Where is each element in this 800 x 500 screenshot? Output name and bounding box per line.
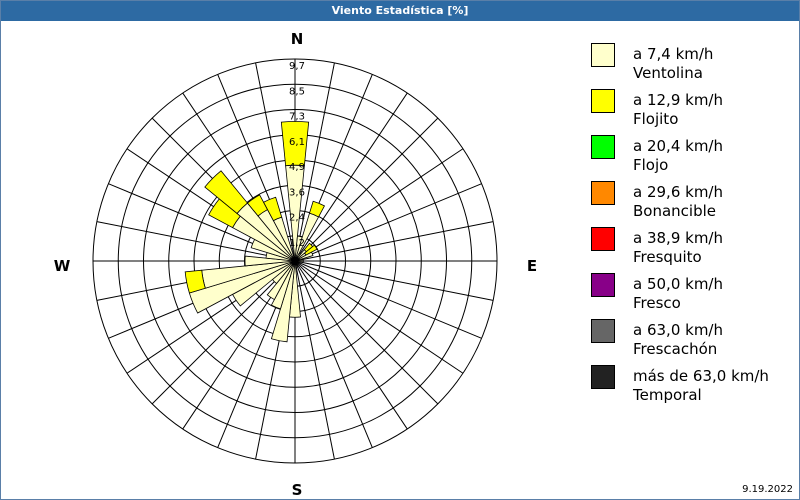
grid-spoke (294, 260, 439, 405)
legend-speed: más de 63,0 km/h (633, 367, 769, 385)
grid-spoke (294, 148, 464, 262)
legend-label: a 12,9 km/h Flojito (633, 91, 723, 129)
legend-swatch (591, 89, 615, 113)
legend-beaufort-name: Temporal (633, 386, 702, 404)
legend-swatch (591, 227, 615, 251)
grid-spoke (294, 260, 408, 430)
legend-beaufort-name: Fresquito (633, 248, 702, 266)
legend-swatch (591, 135, 615, 159)
rose-tick-labels: 1,2 2,4 3,6 4,9 6,1 7,3 8,5 9,7 (289, 61, 305, 249)
legend-label: a 50,0 km/h Fresco (633, 275, 723, 313)
grid-spoke (294, 92, 408, 262)
radial-tick-label: 7,3 (289, 112, 305, 123)
rose-bar-nnw-s1 (263, 196, 283, 222)
legend-item: a 50,0 km/h Fresco (591, 273, 796, 319)
legend-item: a 7,4 km/h Ventolina (591, 43, 796, 89)
footer-date: 9.19.2022 (742, 484, 793, 495)
radial-tick-label: 3,6 (289, 187, 305, 198)
rose-bar-nbw-s0 (293, 256, 296, 262)
legend-speed: a 20,4 km/h (633, 137, 723, 155)
wind-rose-chart: 1,2 2,4 3,6 4,9 6,1 7,3 8,5 9,7 N E S W (54, 30, 537, 499)
radial-tick-label: 2,4 (289, 213, 305, 224)
legend-swatch (591, 273, 615, 297)
legend-speed: a 38,9 km/h (633, 229, 723, 247)
legend-speed: a 7,4 km/h (633, 45, 714, 63)
radial-tick-label: 9,7 (289, 61, 305, 72)
legend-beaufort-name: Ventolina (633, 64, 703, 82)
window-title: Viento Estadística [%] (1, 1, 799, 21)
rose-bar-e-s0 (294, 259, 304, 263)
legend-item: más de 63,0 km/h Temporal (591, 365, 796, 411)
legend-item: a 63,0 km/h Frescachón (591, 319, 796, 365)
legend-label: a 38,9 km/h Fresquito (633, 229, 723, 267)
grid-spoke (294, 183, 482, 262)
radial-tick-label: 8,5 (289, 86, 305, 97)
legend-beaufort-name: Fresco (633, 294, 681, 312)
legend-label: más de 63,0 km/h Temporal (633, 367, 769, 405)
legend: a 7,4 km/h Ventolina a 12,9 km/h Flojito a 2… (591, 43, 796, 411)
legend-beaufort-name: Bonancible (633, 202, 717, 220)
legend-speed: a 29,6 km/h (633, 183, 723, 201)
grid-spoke (294, 260, 494, 301)
grid-spoke (96, 221, 296, 262)
legend-swatch (591, 365, 615, 389)
legend-speed: a 50,0 km/h (633, 275, 723, 293)
legend-label: a 7,4 km/h Ventolina (633, 45, 713, 83)
grid-spoke (294, 260, 464, 374)
grid-spoke (294, 62, 335, 262)
grid-spoke (294, 117, 439, 262)
direction-label-s: S (292, 481, 303, 499)
legend-item: a 29,6 km/h Bonancible (591, 181, 796, 227)
legend-swatch (591, 43, 615, 67)
legend-speed: a 63,0 km/h (633, 321, 723, 339)
grid-spoke (294, 260, 373, 448)
radial-tick-label: 1,2 (289, 238, 305, 249)
rose-bar-n-s1 (280, 121, 310, 167)
grid-spoke (255, 62, 296, 262)
legend-beaufort-name: Flojo (633, 156, 669, 174)
legend-item: a 20,4 km/h Flojo (591, 135, 796, 181)
radial-tick-label: 4,9 (289, 162, 305, 173)
rose-bar-nne-s1 (309, 200, 325, 218)
legend-swatch (591, 319, 615, 343)
direction-label-w: W (54, 257, 71, 275)
legend-item: a 38,9 km/h Fresquito (591, 227, 796, 273)
rose-bar-wbs-s1 (184, 269, 206, 294)
legend-label: a 20,4 km/h Flojo (633, 137, 723, 175)
legend-label: a 63,0 km/h Frescachón (633, 321, 723, 359)
rose-bars (184, 121, 325, 343)
grid-spoke (294, 260, 482, 339)
grid-spoke (294, 221, 494, 262)
legend-beaufort-name: Flojito (633, 110, 679, 128)
legend-item: a 12,9 km/h Flojito (591, 89, 796, 135)
legend-swatch (591, 181, 615, 205)
direction-label-n: N (291, 30, 304, 48)
legend-beaufort-name: Frescachón (633, 340, 718, 358)
grid-spoke (294, 260, 335, 460)
legend-speed: a 12,9 km/h (633, 91, 723, 109)
grid-spoke (151, 260, 296, 405)
legend-label: a 29,6 km/h Bonancible (633, 183, 723, 221)
radial-tick-label: 6,1 (289, 137, 305, 148)
direction-label-e: E (527, 257, 537, 275)
